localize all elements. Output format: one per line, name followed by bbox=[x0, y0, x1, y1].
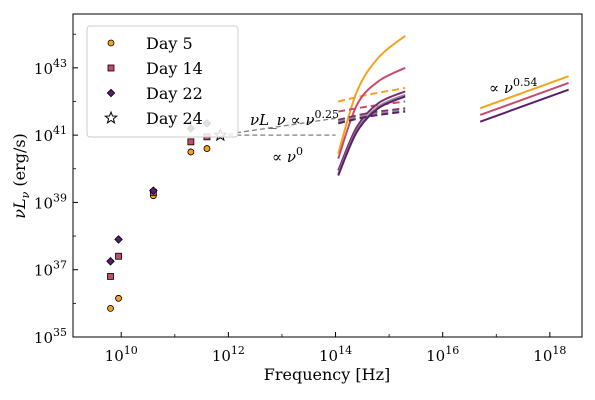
optical-model-curve bbox=[337, 95, 406, 176]
x-tick-label: 1016 bbox=[426, 344, 459, 365]
extrapolations bbox=[220, 117, 336, 136]
optical-model-curve bbox=[337, 35, 406, 154]
x-axis-label: Frequency [Hz] bbox=[264, 365, 391, 384]
optical-model-dashed bbox=[338, 100, 406, 113]
data-point bbox=[187, 138, 195, 146]
data-point bbox=[107, 64, 115, 72]
y-ticks: 1035 1037 1039 1041 1043 bbox=[34, 33, 78, 347]
y-tick-label: 1037 bbox=[34, 259, 67, 280]
y-tick-label: 1041 bbox=[34, 124, 67, 145]
data-point bbox=[107, 273, 114, 280]
data-point bbox=[107, 305, 114, 312]
data-points bbox=[106, 119, 228, 312]
optical-model-dashed bbox=[337, 87, 406, 103]
legend: Day 5 Day 14 Day 22 Day 24 bbox=[86, 25, 239, 138]
legend-entry: Day 5 bbox=[146, 34, 193, 53]
xray-label: ∝ ν0.54 bbox=[489, 76, 538, 97]
extrapolation-label-0: ∝ ν0 bbox=[272, 145, 303, 166]
extrapolation-line bbox=[220, 117, 336, 136]
data-point bbox=[149, 186, 158, 195]
y-tick-label: 1043 bbox=[34, 57, 67, 78]
optical-model-curve bbox=[337, 90, 406, 171]
data-point bbox=[106, 88, 116, 98]
xray-model-line bbox=[479, 82, 569, 116]
x-tick-label: 1012 bbox=[212, 344, 245, 365]
legend-entry: Day 14 bbox=[146, 59, 203, 78]
legend-entry: Day 22 bbox=[146, 84, 203, 103]
y-tick-label: 1039 bbox=[34, 191, 67, 212]
y-axis-label: νLν (erg/s) bbox=[10, 133, 32, 219]
data-point bbox=[107, 39, 115, 47]
optical-model-dashed bbox=[337, 107, 406, 121]
data-point bbox=[114, 235, 123, 244]
annotations: νL_ν ∝ ν0.25 ∝ ν0 ∝ ν0.54 bbox=[250, 76, 538, 166]
optical-model-curve bbox=[337, 66, 406, 160]
optical-models bbox=[337, 35, 406, 176]
x-tick-label: 1010 bbox=[105, 344, 138, 365]
y-tick-label: 1035 bbox=[34, 326, 67, 347]
data-point bbox=[115, 294, 122, 302]
xray-model-line bbox=[479, 88, 569, 123]
legend-entry: Day 24 bbox=[146, 109, 203, 128]
data-point bbox=[115, 252, 122, 260]
legend-box bbox=[86, 25, 239, 138]
x-tick-label: 1018 bbox=[533, 344, 566, 365]
data-point bbox=[203, 145, 211, 152]
optical-model-dashed bbox=[337, 108, 406, 123]
data-point bbox=[187, 148, 195, 156]
x-tick-label: 1014 bbox=[319, 344, 352, 365]
data-point bbox=[103, 110, 119, 125]
optical-model-dashed bbox=[337, 110, 406, 125]
extrapolation-label-025: νL_ν ∝ ν0.25 bbox=[250, 108, 339, 129]
x-ticks: 1010 1012 1014 1016 1018 bbox=[105, 332, 566, 365]
xray-model-line bbox=[479, 75, 569, 110]
data-point bbox=[106, 257, 115, 266]
xray-models bbox=[479, 75, 569, 123]
plot-frame bbox=[72, 13, 583, 338]
